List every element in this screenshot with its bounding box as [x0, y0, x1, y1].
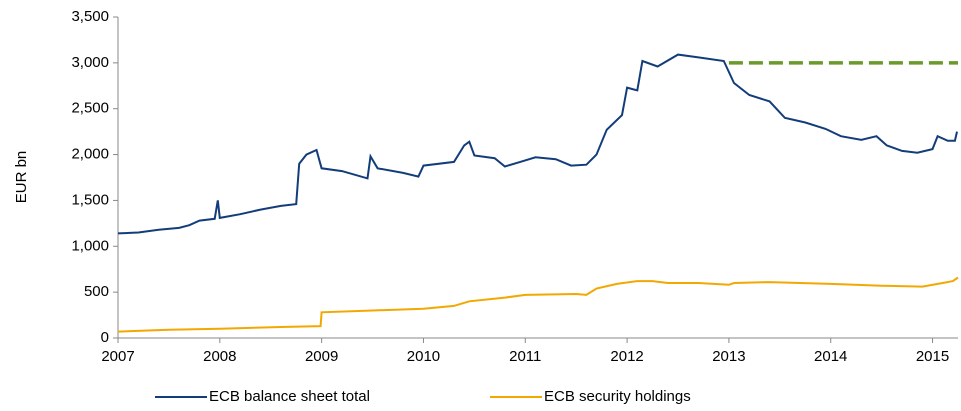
y-tick-label: 1,000 [71, 237, 109, 254]
line [117, 53, 958, 235]
x-tick-label: 2014 [814, 348, 847, 365]
x-tick-label: 2013 [712, 348, 745, 365]
x-tick-label: 2009 [305, 348, 338, 365]
legend-label: ECB balance sheet total [209, 388, 370, 405]
line [117, 276, 959, 333]
y-tick-label: 2,500 [71, 100, 109, 117]
x-tick-label: 2015 [916, 348, 949, 365]
y-axis-label: EUR bn [13, 151, 30, 204]
y-tick-label: 2,000 [71, 146, 109, 163]
y-tick-label: 1,500 [71, 191, 109, 208]
y-tick-label: 0 [101, 329, 109, 346]
y-tick-label: 500 [84, 283, 109, 300]
x-tick-label: 2008 [203, 348, 236, 365]
legend-label: ECB security holdings [544, 388, 691, 405]
x-tick-label: 2012 [610, 348, 643, 365]
x-tick-label: 2010 [407, 348, 440, 365]
x-tick-label: 2011 [509, 348, 541, 365]
y-tick-label: 3,500 [71, 8, 109, 25]
x-tick-label: 2007 [101, 348, 134, 365]
y-tick-label: 3,000 [71, 54, 109, 71]
